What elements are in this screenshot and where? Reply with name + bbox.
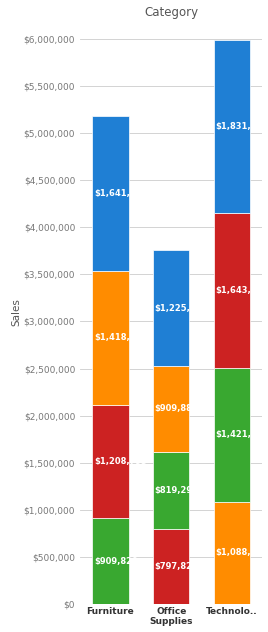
Bar <box>92 404 129 518</box>
Text: $1,831,698: $1,831,698 <box>215 122 268 131</box>
Bar <box>214 213 250 368</box>
Text: $1,643,134: $1,643,134 <box>215 286 268 295</box>
Text: $909,889: $909,889 <box>155 404 198 413</box>
Bar <box>153 452 189 529</box>
Bar <box>92 518 129 604</box>
Text: $1,641,713: $1,641,713 <box>94 189 147 198</box>
Bar <box>153 529 189 604</box>
Bar <box>214 40 250 213</box>
Title: Category: Category <box>144 6 198 18</box>
Text: $1,088,313: $1,088,313 <box>215 549 268 557</box>
Text: $1,421,104: $1,421,104 <box>215 430 268 439</box>
Bar <box>214 502 250 604</box>
Y-axis label: Sales: Sales <box>11 298 21 326</box>
Bar <box>92 270 129 404</box>
Bar <box>214 368 250 502</box>
Bar <box>153 250 189 366</box>
Bar <box>153 366 189 452</box>
Bar <box>92 116 129 270</box>
Text: $819,295: $819,295 <box>155 486 199 495</box>
Text: $909,820: $909,820 <box>94 557 138 566</box>
Text: $1,225,757: $1,225,757 <box>155 304 208 313</box>
Text: $797,821: $797,821 <box>155 562 199 571</box>
Text: $1,418,264: $1,418,264 <box>94 333 147 342</box>
Text: $1,208,793: $1,208,793 <box>94 457 147 466</box>
